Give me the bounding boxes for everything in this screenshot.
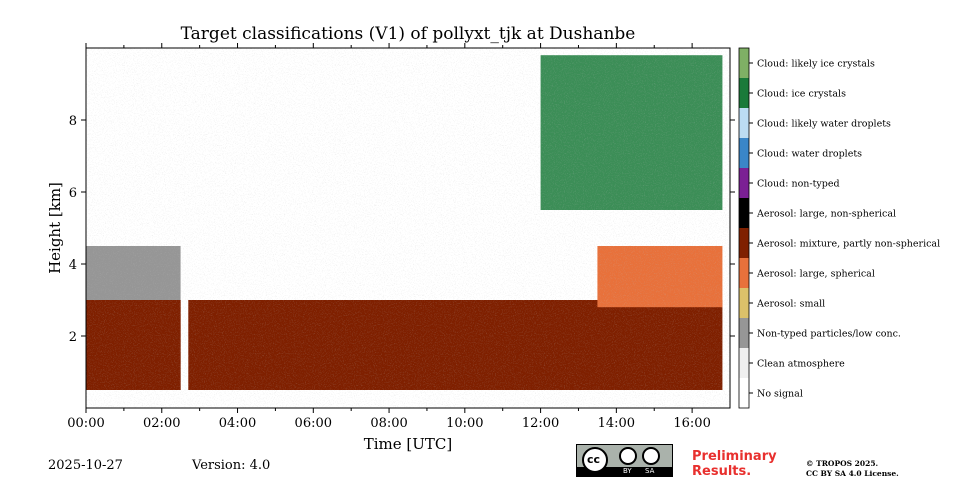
cc-icon-label: cc xyxy=(587,453,601,466)
plot-frame xyxy=(85,47,731,409)
colorbar-label: Aerosol: large, spherical xyxy=(756,269,875,280)
preliminary-line2: Results. xyxy=(692,464,752,479)
colorbar-label: Cloud: likely ice crystals xyxy=(757,59,875,70)
by-label: BY xyxy=(623,467,632,475)
colorbar-label: Cloud: likely water droplets xyxy=(757,119,891,130)
colorbar-label: No signal xyxy=(757,389,803,400)
x-tick-label: 14:00 xyxy=(598,416,635,431)
noise-texture xyxy=(86,48,730,408)
cc-license-badge[interactable]: cc BY SA xyxy=(576,444,673,477)
colorbar-label: Cloud: water droplets xyxy=(757,149,862,160)
cc-icon xyxy=(582,447,608,473)
chart-title: Target classifications (V1) of pollyxt_t… xyxy=(180,24,636,44)
x-tick-label: 00:00 xyxy=(67,416,104,431)
x-tick-label: 04:00 xyxy=(219,416,256,431)
preliminary-line1: Preliminary xyxy=(692,449,777,464)
copyright-notice: © TROPOS 2025. CC BY SA 4.0 License. xyxy=(806,459,899,479)
colorbar-swatch xyxy=(739,288,749,318)
colorbar-label: Aerosol: small xyxy=(756,299,825,310)
y-tick-label: 8 xyxy=(69,114,77,129)
copyright-line2: CC BY SA 4.0 License. xyxy=(806,469,899,478)
colorbar-swatch xyxy=(739,318,749,348)
colorbar-swatch xyxy=(739,48,749,78)
x-tick-label: 16:00 xyxy=(673,416,710,431)
footer-date: 2025-10-27 xyxy=(48,458,123,473)
x-tick-label: 12:00 xyxy=(522,416,559,431)
x-tick-label: 08:00 xyxy=(370,416,407,431)
x-tick-label: 02:00 xyxy=(143,416,180,431)
footer-version: Version: 4.0 xyxy=(192,458,271,473)
x-axis-label: Time [UTC] xyxy=(364,435,453,453)
colorbar-frame xyxy=(738,47,750,409)
y-tick-label: 6 xyxy=(69,186,77,201)
y-tick-label: 4 xyxy=(69,258,77,273)
x-tick-label: 06:00 xyxy=(295,416,332,431)
y-tick-label: 2 xyxy=(69,330,77,345)
colorbar-label: Cloud: ice crystals xyxy=(757,89,846,100)
colorbar-swatch xyxy=(739,168,749,198)
colorbar-swatch xyxy=(739,378,749,408)
y-axis-label: Height [km] xyxy=(46,182,64,274)
attribution-icon xyxy=(619,447,637,465)
colorbar-label: Non-typed particles/low conc. xyxy=(757,329,901,340)
x-tick-label: 10:00 xyxy=(446,416,483,431)
colorbar-swatch xyxy=(739,108,749,138)
colorbar-swatch xyxy=(739,228,749,258)
preliminary-notice: Preliminary Results. xyxy=(692,449,777,479)
share-alike-icon xyxy=(642,447,660,465)
colorbar-swatch xyxy=(739,198,749,228)
colorbar-swatch xyxy=(739,258,749,288)
colorbar-label: Clean atmosphere xyxy=(757,359,845,370)
colorbar-swatch xyxy=(739,138,749,168)
colorbar-label: Aerosol: large, non-spherical xyxy=(756,209,896,220)
colorbar-swatch xyxy=(739,348,749,378)
sa-label: SA xyxy=(645,467,655,475)
colorbar-label: Aerosol: mixture, partly non-spherical xyxy=(756,239,940,250)
colorbar-swatch xyxy=(739,78,749,108)
colorbar-label: Cloud: non-typed xyxy=(757,179,840,190)
copyright-line1: © TROPOS 2025. xyxy=(806,459,879,468)
